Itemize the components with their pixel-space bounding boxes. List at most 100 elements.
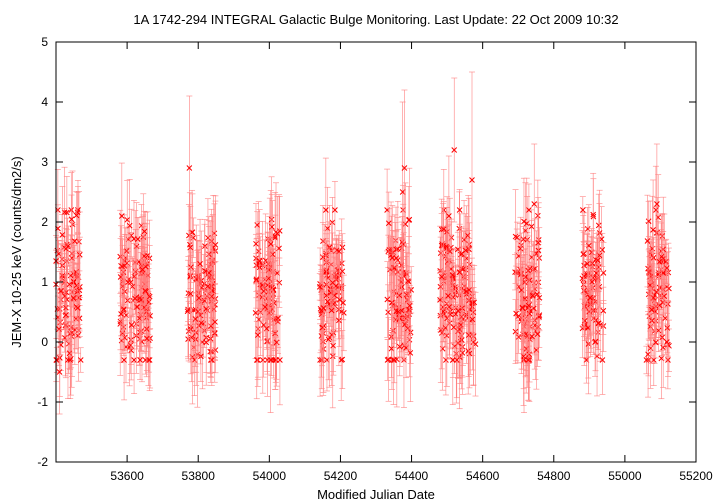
point-marker [327, 289, 334, 296]
data-point [192, 271, 199, 367]
data-point [595, 231, 602, 303]
point-marker [653, 207, 659, 213]
point-marker [404, 325, 411, 332]
point-marker [63, 312, 69, 318]
data-point [399, 101, 406, 283]
data-point [402, 182, 409, 266]
point-marker [652, 339, 659, 346]
data-point [534, 301, 541, 367]
point-marker [275, 315, 281, 322]
data-point [133, 202, 140, 291]
point-marker [385, 220, 392, 227]
data-point [644, 194, 651, 288]
data-point [452, 248, 459, 326]
data-point [74, 191, 81, 233]
point-marker [123, 248, 130, 254]
point-marker [654, 201, 660, 207]
data-point [443, 284, 450, 387]
point-marker [118, 213, 125, 219]
data-point [388, 201, 395, 309]
data-point [128, 208, 135, 262]
point-marker [137, 357, 143, 363]
point-marker [656, 258, 663, 265]
point-marker [406, 302, 413, 309]
point-marker [261, 276, 268, 283]
point-marker [56, 326, 62, 333]
point-marker [389, 255, 396, 261]
point-marker [207, 335, 214, 342]
point-marker [449, 272, 456, 278]
point-marker [445, 293, 451, 299]
data-point [466, 238, 473, 342]
data-point [393, 230, 400, 287]
data-point [595, 305, 602, 341]
point-marker [73, 212, 80, 219]
point-marker [141, 228, 148, 235]
data-point [132, 268, 139, 330]
axis-ticks: 53600 53800 54000 54200 54400 54600 54800 55000… [37, 35, 713, 483]
point-marker [69, 221, 76, 228]
data-point [457, 312, 464, 338]
point-marker [272, 357, 279, 363]
point-marker [320, 305, 327, 311]
point-marker [594, 257, 601, 264]
data-point [389, 205, 396, 311]
point-marker [187, 244, 194, 251]
data-point [61, 166, 68, 258]
point-marker [70, 295, 77, 301]
point-marker [529, 333, 535, 340]
point-marker [253, 357, 260, 363]
data-point [440, 201, 447, 258]
data-point [470, 290, 477, 334]
point-marker [192, 316, 199, 322]
point-marker [535, 239, 542, 246]
point-marker [526, 351, 533, 358]
point-marker [329, 279, 336, 286]
data-point [66, 337, 73, 369]
point-marker [384, 296, 391, 303]
data-point [119, 236, 126, 297]
data-point [453, 321, 460, 399]
point-marker [322, 207, 329, 213]
point-marker [273, 339, 280, 346]
point-marker [526, 207, 532, 213]
point-marker [663, 265, 670, 271]
point-marker [254, 222, 261, 228]
data-point [123, 234, 130, 268]
point-marker [192, 336, 199, 343]
data-point [208, 259, 215, 333]
point-marker [450, 294, 457, 301]
point-marker [466, 261, 473, 268]
point-marker [75, 294, 82, 301]
data-point [59, 186, 66, 284]
data-point [437, 272, 444, 302]
point-marker [522, 274, 529, 280]
point-marker [658, 253, 665, 260]
point-marker [190, 234, 197, 241]
data-point [73, 191, 80, 240]
point-marker [254, 332, 261, 338]
data-point [458, 226, 465, 282]
data-point [63, 227, 70, 270]
data-point [528, 319, 535, 354]
data-point [319, 313, 326, 342]
point-marker [212, 241, 219, 248]
point-marker [196, 295, 202, 301]
point-marker [389, 299, 395, 306]
x-tick-label: 53800 [182, 469, 216, 483]
point-marker [580, 251, 587, 258]
data-point [525, 183, 532, 237]
point-marker [446, 304, 453, 310]
data-point [585, 204, 592, 287]
data-point [336, 252, 343, 347]
point-marker [132, 295, 138, 302]
data-point [75, 257, 82, 338]
point-marker [120, 306, 127, 312]
data-point [331, 181, 338, 239]
point-marker [592, 338, 599, 345]
point-marker [405, 278, 411, 284]
point-marker [332, 207, 338, 213]
point-marker [64, 209, 70, 216]
point-marker [319, 324, 326, 331]
point-marker [139, 266, 146, 273]
